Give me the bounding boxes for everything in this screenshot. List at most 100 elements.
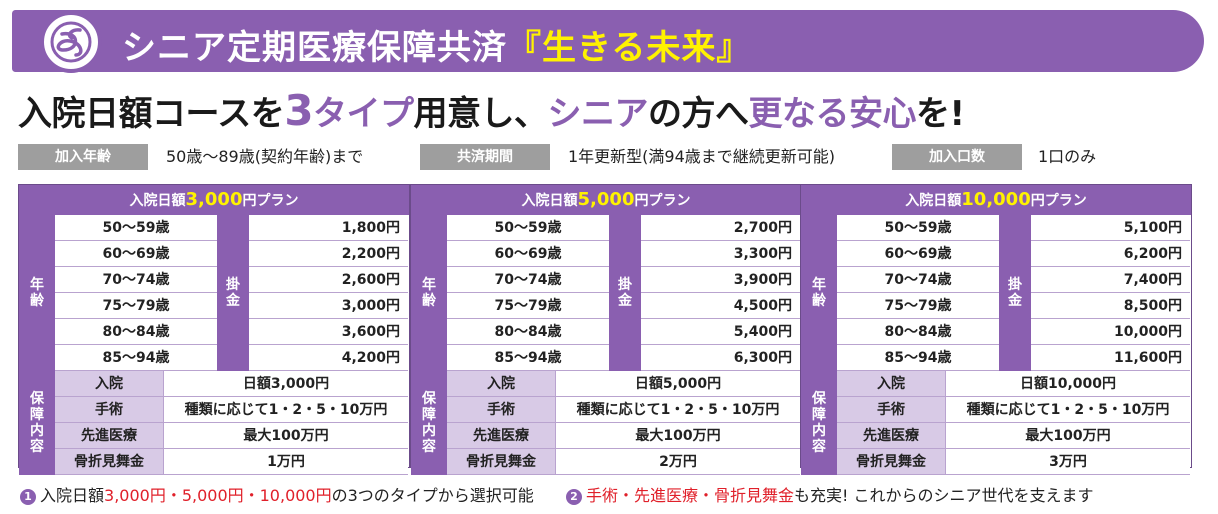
coverage-item-label: 骨折見舞金 — [447, 449, 555, 475]
plan-amount: 10,000 — [961, 189, 1031, 210]
premium-cell: 11,600円 — [1031, 345, 1190, 371]
footer-note: 1 入院日額3,000円・5,000円・10,000円の3つのタイプから選択可能 … — [20, 482, 1094, 506]
headline-part4: シニア — [547, 94, 649, 134]
plan-prefix: 入院日額 — [521, 193, 578, 209]
plan-header: 入院日額3,000円プラン — [19, 185, 409, 215]
coverage-item-label: 先進医療 — [55, 423, 163, 449]
footer-text-2a: 手術・先進医療・骨折見舞金 — [586, 486, 795, 505]
headline-part5: の方へ — [648, 94, 749, 134]
age-range-cell: 50～59歳 — [447, 215, 609, 241]
coverage-item-label: 手術 — [447, 397, 555, 423]
footer-text-1b: 3,000円・5,000円・10,000円 — [104, 486, 332, 505]
title-highlight: 『生きる未来』 — [507, 28, 752, 68]
headline-num: 3 — [284, 86, 314, 135]
age-range-cell: 85～94歳 — [447, 345, 609, 371]
units-label: 加入口数 — [892, 144, 1022, 170]
coverage-item-value: 最大100万円 — [945, 423, 1190, 449]
premium-cell: 3,600円 — [249, 319, 408, 345]
premium-cell: 2,700円 — [641, 215, 800, 241]
footer-text-2b: も充実! これからのシニア世代を支えます — [794, 486, 1094, 505]
age-range-cell: 60～69歳 — [55, 241, 217, 267]
premium-cell: 8,500円 — [1031, 293, 1190, 319]
coverage-item-value: 種類に応じて1・2・5・10万円 — [555, 397, 800, 423]
premium-column-label: 掛金 — [609, 215, 641, 371]
plan-panel: 入院日額3,000円プラン年齢 掛金 50～59歳 1,800円 60～69歳 2,200… — [18, 184, 410, 475]
plan-header: 入院日額10,000円プラン — [801, 185, 1191, 215]
headline-part6: 更なる安心 — [748, 94, 917, 134]
premium-cell: 5,400円 — [641, 319, 800, 345]
period-label: 共済期間 — [420, 144, 550, 170]
coverage-item-value: 種類に応じて1・2・5・10万円 — [163, 397, 408, 423]
premium-cell: 3,900円 — [641, 267, 800, 293]
coverage-item-label: 入院 — [837, 371, 945, 397]
plan-panel: 入院日額10,000円プラン年齢 掛金 50～59歳 5,100円 60～69歳 6,20… — [800, 184, 1192, 475]
coverage-item-label: 先進医療 — [447, 423, 555, 449]
age-column-label: 年齢 — [411, 215, 447, 371]
premium-cell: 2,600円 — [249, 267, 408, 293]
premium-cell: 1,800円 — [249, 215, 408, 241]
plan-suffix: 円プラン — [242, 193, 299, 209]
coverage-item-label: 先進医療 — [837, 423, 945, 449]
age-range-cell: 60～69歳 — [447, 241, 609, 267]
coverage-item-value: 日額10,000円 — [945, 371, 1190, 397]
age-range-cell: 50～59歳 — [55, 215, 217, 241]
footer-text-1a: 入院日額 — [40, 486, 105, 505]
premium-cell: 2,200円 — [249, 241, 408, 267]
coverage-item-value: 2万円 — [555, 449, 800, 475]
premium-cell: 6,300円 — [641, 345, 800, 371]
premium-column-label: 掛金 — [217, 215, 249, 371]
premium-cell: 3,300円 — [641, 241, 800, 267]
age-range-cell: 85～94歳 — [837, 345, 999, 371]
premium-cell: 4,200円 — [249, 345, 408, 371]
age-range-cell: 75～79歳 — [837, 293, 999, 319]
age-column-label: 年齢 — [801, 215, 837, 371]
footer-number-2: 2 — [566, 489, 582, 505]
age-range-cell: 75～79歳 — [447, 293, 609, 319]
age-range-cell: 50～59歳 — [837, 215, 999, 241]
age-range-cell: 85～94歳 — [55, 345, 217, 371]
age-column-label: 年齢 — [19, 215, 55, 371]
age-range-cell: 80～84歳 — [55, 319, 217, 345]
age-value: 50歳～89歳(契約年齢)まで — [166, 147, 364, 166]
coverage-column-label: 保障内容 — [19, 371, 55, 475]
plan-amount: 5,000 — [577, 189, 635, 210]
footer-text-1c: の3つのタイプから選択可能 — [331, 486, 534, 505]
period-value: 1年更新型(満94歳まで継続更新可能) — [568, 147, 836, 166]
age-label: 加入年齢 — [18, 144, 148, 170]
header-banner: シニア定期医療保障共済『生きる未来』 — [12, 10, 1204, 73]
premium-cell: 7,400円 — [1031, 267, 1190, 293]
age-range-cell: 70～74歳 — [447, 267, 609, 293]
premium-column-label: 掛金 — [999, 215, 1031, 371]
coverage-item-value: 種類に応じて1・2・5・10万円 — [945, 397, 1190, 423]
plan-prefix: 入院日額 — [129, 193, 186, 209]
coverage-column-label: 保障内容 — [411, 371, 447, 475]
coverage-item-label: 手術 — [837, 397, 945, 423]
age-range-cell: 75～79歳 — [55, 293, 217, 319]
plan-panel: 入院日額5,000円プラン年齢 掛金 50～59歳 2,700円 60～69歳 3,300… — [410, 184, 802, 475]
plan-suffix: 円プラン — [634, 193, 691, 209]
plan-suffix: 円プラン — [1030, 193, 1087, 209]
age-range-cell: 70～74歳 — [55, 267, 217, 293]
premium-cell: 6,200円 — [1031, 241, 1190, 267]
age-range-cell: 80～84歳 — [837, 319, 999, 345]
title-main: シニア定期医療保障共済 — [122, 28, 507, 68]
age-range-cell: 80～84歳 — [447, 319, 609, 345]
plan-prefix: 入院日額 — [905, 193, 962, 209]
coverage-item-value: 最大100万円 — [555, 423, 800, 449]
footer-number-1: 1 — [20, 489, 36, 505]
coverage-item-label: 手術 — [55, 397, 163, 423]
coverage-column-label: 保障内容 — [801, 371, 837, 475]
headline: 入院日額コースを3タイプ用意し、シニアの方へ更なる安心を! — [18, 86, 965, 135]
plan-amount: 3,000 — [185, 189, 243, 210]
coverage-item-label: 骨折見舞金 — [837, 449, 945, 475]
premium-cell: 5,100円 — [1031, 215, 1190, 241]
coverage-item-label: 骨折見舞金 — [55, 449, 163, 475]
logo-icon — [40, 11, 102, 73]
headline-part7: を! — [916, 94, 965, 134]
coverage-item-value: 日額3,000円 — [163, 371, 408, 397]
coverage-item-value: 日額5,000円 — [555, 371, 800, 397]
coverage-item-value: 1万円 — [163, 449, 408, 475]
premium-cell: 10,000円 — [1031, 319, 1190, 345]
coverage-item-value: 3万円 — [945, 449, 1190, 475]
age-range-cell: 70～74歳 — [837, 267, 999, 293]
